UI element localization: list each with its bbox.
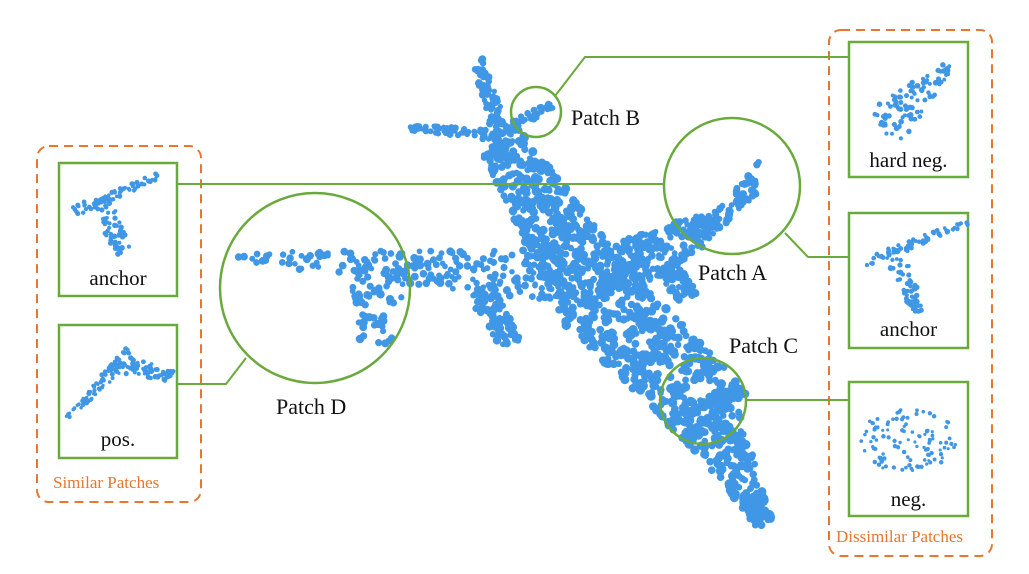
patch-b-circle [509,85,563,139]
anchor-left-label: anchor [89,266,147,290]
neg-label: neg. [890,487,927,511]
connector-patch-d-pos [177,357,247,385]
patch-d-circle [218,191,412,385]
hard-neg-label: hard neg. [869,148,948,172]
hard-neg-thumbnail [872,62,952,141]
anchor-left-thumbnail [70,171,160,257]
airplane-point-cloud [234,55,776,530]
patch-c-label: Patch C [729,333,799,358]
neg-thumbnail [859,408,958,472]
pos-label: pos. [100,427,136,451]
patch-d-label: Patch D [276,394,347,419]
anchor-right-thumbnail [864,220,970,314]
connector-patch-a-anchor-right [784,232,849,258]
patch-a-label: Patch A [698,260,768,285]
pos-thumbnail [64,346,176,420]
box-pos [57,323,179,460]
patch-c-circle [658,356,748,446]
connector-patch-b-hard-neg [554,56,849,97]
patch-b-label: Patch B [571,105,641,130]
anchor-right-label: anchor [879,317,938,341]
dissimilar-patches-title: Dissimilar Patches [833,528,967,545]
dissimilar-patches-frame [828,29,993,557]
similar-patches-title: Similar Patches [50,474,163,491]
box-anchor-left [57,161,179,298]
patch-a-circle [662,116,802,256]
